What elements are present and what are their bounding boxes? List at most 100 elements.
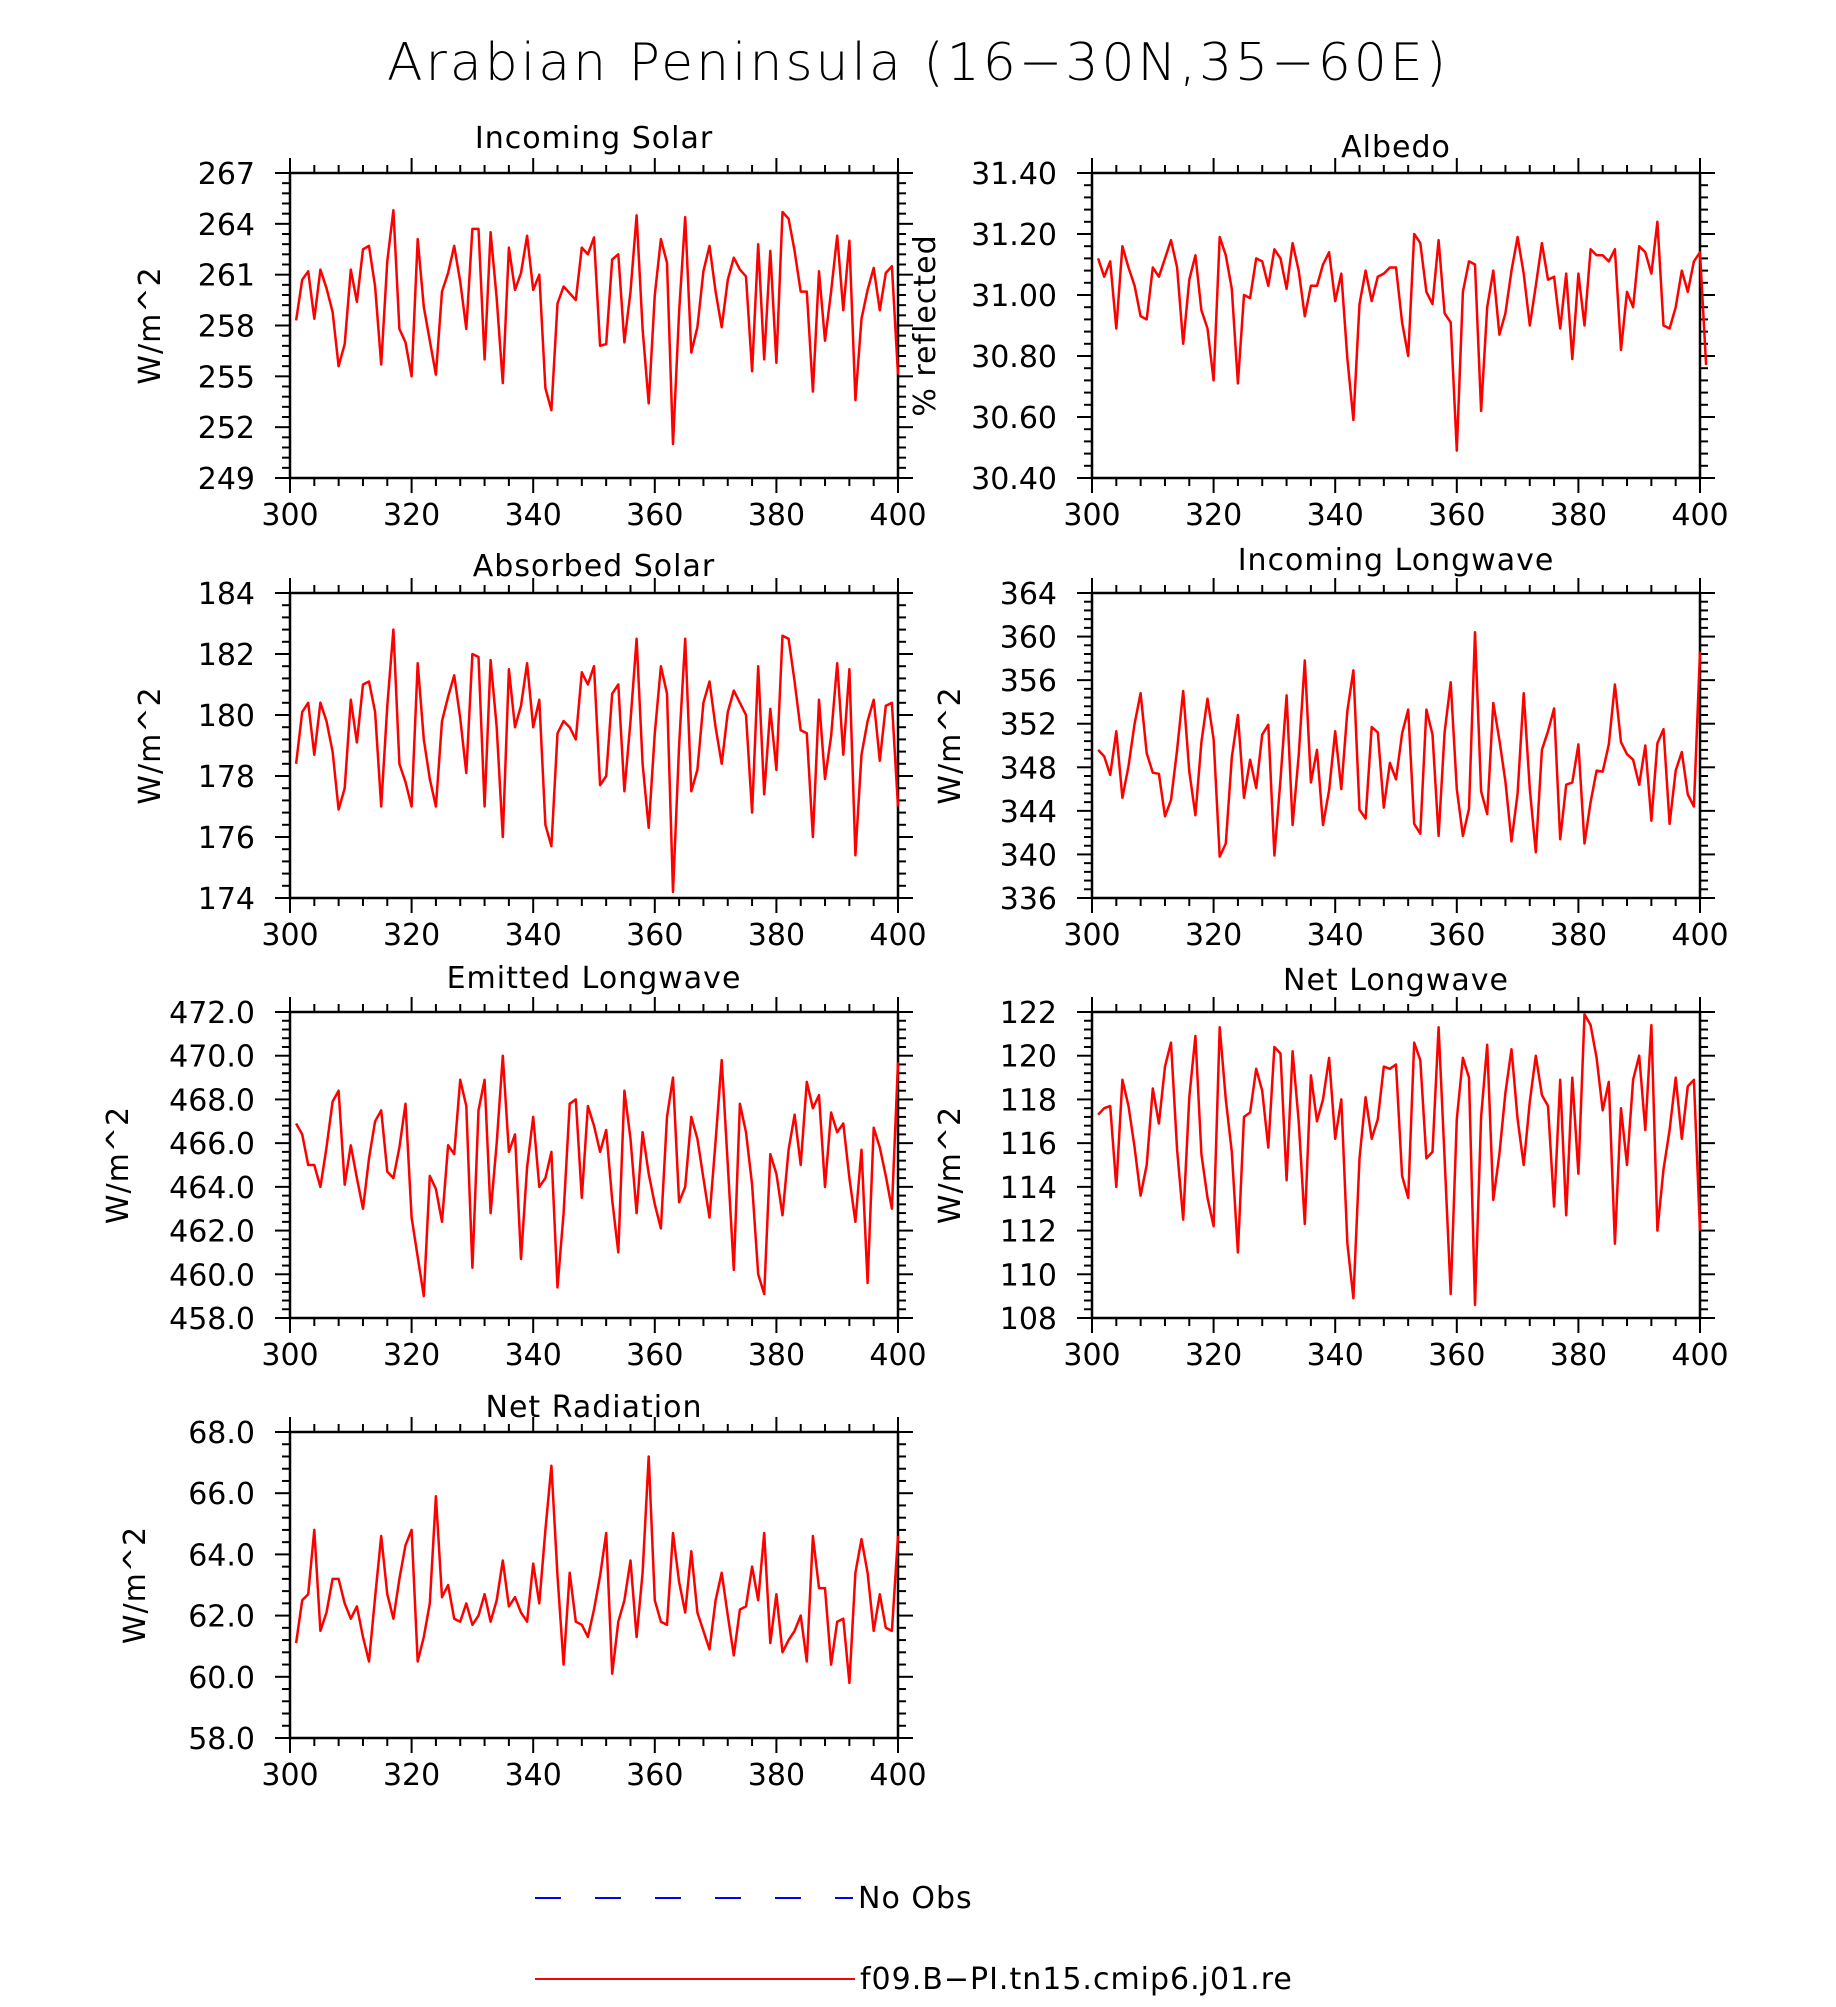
panel-title-albedo: Albedo [1341, 130, 1451, 165]
x-tick-label-incoming-solar: 320 [383, 498, 440, 533]
y-tick-label-emitted-longwave: 460.0 [169, 1258, 255, 1293]
panel-title-incoming-solar: Incoming Solar [475, 121, 713, 156]
x-tick-label-albedo: 320 [1185, 498, 1242, 533]
x-tick-label-net-radiation: 360 [626, 1758, 683, 1793]
y-tick-label-net-longwave: 118 [1000, 1083, 1057, 1118]
y-tick-label-incoming-longwave: 336 [1000, 882, 1057, 917]
panel-title-incoming-longwave: Incoming Longwave [1238, 543, 1555, 578]
y-tick-label-emitted-longwave: 466.0 [169, 1127, 255, 1162]
y-tick-label-incoming-longwave: 364 [1000, 577, 1057, 612]
y-axis-label-incoming-solar: W/m^2 [133, 266, 168, 384]
y-axis-label-net-radiation: W/m^2 [118, 1526, 153, 1644]
y-tick-label-incoming-solar: 267 [198, 157, 255, 192]
y-tick-label-net-radiation: 64.0 [188, 1538, 255, 1573]
y-axis-label-net-longwave: W/m^2 [933, 1106, 968, 1224]
y-tick-label-albedo: 31.40 [971, 157, 1057, 192]
panel-net-longwave: 300 320 340 360 380 400 108 110 112 114 116 118 120 1… [933, 963, 1729, 1373]
y-tick-label-net-radiation: 60.0 [188, 1661, 255, 1696]
y-tick-label-emitted-longwave: 458.0 [169, 1302, 255, 1337]
plot-frame-incoming-longwave [1090, 591, 1702, 900]
y-tick-label-net-radiation: 68.0 [188, 1416, 255, 1451]
panel-albedo: 300 320 340 360 380 400 30.40 30.60 30.80 31.00 31… [908, 130, 1729, 533]
panel-title-net-radiation: Net Radiation [486, 1390, 703, 1425]
y-tick-label-absorbed-solar: 176 [198, 821, 255, 856]
y-tick-label-albedo: 30.80 [971, 340, 1057, 375]
y-tick-label-incoming-solar: 252 [198, 411, 255, 446]
y-tick-label-incoming-longwave: 360 [1000, 621, 1057, 656]
x-tick-label-absorbed-solar: 400 [869, 918, 926, 953]
series-line-incoming-solar [294, 209, 900, 446]
y-tick-label-absorbed-solar: 178 [198, 760, 255, 795]
y-tick-label-incoming-longwave: 352 [1000, 708, 1057, 743]
series-line-incoming-longwave [1097, 630, 1702, 858]
plot-frame-net-radiation [288, 1430, 900, 1740]
legend-label-no-obs: No Obs [858, 1881, 973, 1916]
panel-title-net-longwave: Net Longwave [1283, 963, 1509, 998]
x-tick-label-incoming-solar: 300 [261, 498, 318, 533]
y-tick-label-absorbed-solar: 174 [198, 882, 255, 917]
y-tick-label-net-radiation: 66.0 [188, 1477, 255, 1512]
x-tick-label-absorbed-solar: 360 [626, 918, 683, 953]
x-tick-label-emitted-longwave: 400 [869, 1338, 926, 1373]
y-tick-label-albedo: 31.20 [971, 218, 1057, 253]
x-tick-label-net-longwave: 340 [1307, 1338, 1364, 1373]
x-tick-label-net-radiation: 400 [869, 1758, 926, 1793]
x-tick-label-net-radiation: 300 [261, 1758, 318, 1793]
y-tick-label-net-longwave: 108 [1000, 1302, 1057, 1337]
y-tick-label-net-longwave: 120 [1000, 1040, 1057, 1075]
y-tick-label-absorbed-solar: 180 [198, 699, 255, 734]
panel-incoming-longwave: 300 320 340 360 380 400 336 340 344 348 352 356 360 3… [933, 543, 1729, 953]
y-tick-label-incoming-solar: 258 [198, 310, 255, 345]
x-tick-label-incoming-solar: 360 [626, 498, 683, 533]
panel-incoming-solar: 300 320 340 360 380 400 249 252 255 258 261 264 267 I… [133, 121, 927, 533]
y-tick-label-incoming-solar: 249 [198, 462, 255, 497]
y-tick-label-incoming-longwave: 356 [1000, 664, 1057, 699]
x-tick-label-albedo: 400 [1671, 498, 1728, 533]
x-tick-label-albedo: 360 [1428, 498, 1485, 533]
y-tick-label-net-radiation: 62.0 [188, 1600, 255, 1635]
y-tick-label-absorbed-solar: 182 [198, 638, 255, 673]
panel-emitted-longwave: 300 320 340 360 380 400 458.0 460.0 462.0 464.0 46… [101, 961, 927, 1373]
y-tick-label-net-radiation: 58.0 [188, 1722, 255, 1757]
y-axis-label-emitted-longwave: W/m^2 [101, 1106, 136, 1224]
plot-frame-incoming-solar [288, 171, 900, 480]
x-tick-label-incoming-longwave: 380 [1550, 918, 1607, 953]
y-tick-label-emitted-longwave: 472.0 [169, 996, 255, 1031]
y-axis-label-albedo: % reflected [908, 234, 943, 416]
y-axis-label-absorbed-solar: W/m^2 [133, 686, 168, 804]
y-axis-label-incoming-longwave: W/m^2 [933, 686, 968, 804]
x-tick-label-emitted-longwave: 300 [261, 1338, 318, 1373]
x-tick-label-incoming-longwave: 360 [1428, 918, 1485, 953]
series-line-emitted-longwave [295, 1054, 900, 1298]
x-tick-label-net-longwave: 300 [1063, 1338, 1120, 1373]
x-tick-label-incoming-solar: 380 [748, 498, 805, 533]
y-tick-label-absorbed-solar: 184 [198, 577, 255, 612]
panel-title-emitted-longwave: Emitted Longwave [447, 961, 742, 996]
y-tick-label-net-longwave: 110 [1000, 1258, 1057, 1293]
legend: No Obs f09.B−PI.tn15.cmip6.j01.re [535, 1881, 1292, 1997]
x-tick-label-albedo: 380 [1550, 498, 1607, 533]
x-tick-label-incoming-longwave: 340 [1307, 918, 1364, 953]
x-tick-label-net-longwave: 360 [1428, 1338, 1485, 1373]
y-tick-label-emitted-longwave: 468.0 [169, 1083, 255, 1118]
y-tick-label-incoming-longwave: 344 [1000, 795, 1057, 830]
x-tick-label-incoming-solar: 400 [869, 498, 926, 533]
x-tick-label-net-longwave: 380 [1550, 1338, 1607, 1373]
panels: 300 320 340 360 380 400 249 252 255 258 261 264 267 I… [101, 121, 1729, 1793]
x-tick-label-absorbed-solar: 380 [748, 918, 805, 953]
x-tick-label-albedo: 300 [1063, 498, 1120, 533]
y-tick-label-incoming-longwave: 348 [1000, 751, 1057, 786]
x-tick-label-emitted-longwave: 380 [748, 1338, 805, 1373]
panel-absorbed-solar: 300 320 340 360 380 400 174 176 178 180 182 184 Abso… [133, 549, 927, 953]
x-tick-label-emitted-longwave: 360 [626, 1338, 683, 1373]
x-tick-label-net-radiation: 320 [383, 1758, 440, 1793]
plot-frame-net-longwave [1090, 1010, 1702, 1320]
y-tick-label-albedo: 30.60 [971, 401, 1057, 436]
y-tick-label-incoming-solar: 264 [198, 208, 255, 243]
x-tick-label-absorbed-solar: 300 [261, 918, 318, 953]
x-tick-label-emitted-longwave: 320 [383, 1338, 440, 1373]
panel-net-radiation: 300 320 340 360 380 400 58.0 60.0 62.0 64.0 66.0 68… [118, 1390, 927, 1793]
y-tick-label-albedo: 31.00 [971, 279, 1057, 314]
x-tick-label-absorbed-solar: 320 [383, 918, 440, 953]
series-line-net-radiation [294, 1455, 900, 1685]
